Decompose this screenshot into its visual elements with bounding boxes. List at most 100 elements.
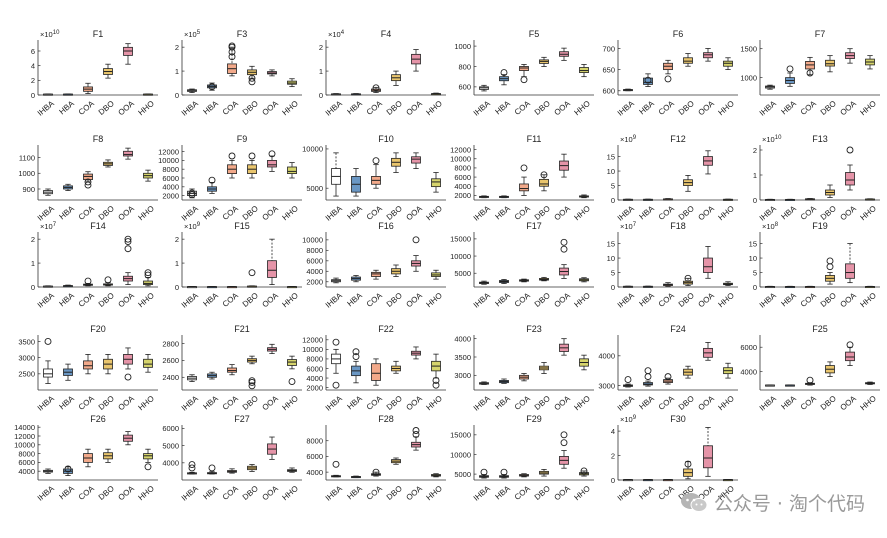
panel-title: F28 bbox=[378, 414, 394, 424]
x-tick-label: DBO bbox=[385, 99, 404, 117]
box-hba bbox=[207, 82, 217, 91]
outlier-point bbox=[124, 373, 132, 381]
x-tick-label: HBA bbox=[57, 99, 76, 117]
panel-f28: F28 4000 6000 8000 IHBA HBA COA DBO OOA HHO bbox=[306, 414, 446, 503]
x-tick-label: HBA bbox=[201, 484, 220, 502]
box-dbo bbox=[391, 457, 401, 465]
y-tick-label: 8000 bbox=[306, 246, 323, 255]
box-dbo bbox=[247, 152, 257, 179]
watermark-text: 公众号 · 淘个代码 bbox=[713, 493, 865, 515]
x-tick-label: IHBA bbox=[472, 204, 493, 223]
iqr-box bbox=[825, 59, 835, 67]
box-hho bbox=[287, 286, 297, 289]
outlier-point bbox=[372, 468, 380, 476]
y-tick-label: 2 bbox=[175, 235, 179, 244]
box-hho bbox=[865, 55, 875, 70]
axis-exponent: ×109 bbox=[620, 135, 637, 144]
x-tick-label: HBA bbox=[57, 484, 76, 502]
box-coa bbox=[371, 269, 381, 280]
box-ihba bbox=[43, 93, 53, 96]
box-ihba bbox=[43, 468, 53, 474]
panel-title: F12 bbox=[670, 134, 686, 144]
box-dbo bbox=[539, 56, 549, 67]
box-coa bbox=[663, 478, 673, 482]
x-tick-label: DBO bbox=[819, 99, 838, 117]
panel-f21: F21 2400 2600 2800 IHBA HBA COA DBO OOA HHO bbox=[162, 324, 302, 413]
y-tick-label: 10 bbox=[607, 254, 615, 263]
box-ihba bbox=[479, 84, 489, 92]
box-coa bbox=[519, 278, 529, 283]
y-tick-label: 0 bbox=[611, 283, 615, 292]
box-hba bbox=[351, 93, 361, 96]
panel-f12: F12 ×109 0 5 10 15 IHBA HBA COA DBO OOA HHO bbox=[607, 134, 738, 223]
outlier-point bbox=[664, 75, 672, 83]
x-tick-label: HBA bbox=[637, 394, 656, 412]
box-hba bbox=[63, 183, 73, 191]
box-coa bbox=[519, 64, 529, 84]
box-ihba bbox=[765, 285, 775, 289]
panel-title: F16 bbox=[378, 221, 394, 231]
x-tick-label: HBA bbox=[493, 204, 512, 222]
y-tick-label: 3500 bbox=[454, 353, 471, 362]
outlier-point bbox=[372, 84, 380, 92]
box-hho bbox=[723, 198, 733, 201]
outlier-point bbox=[104, 276, 112, 284]
panel-f17: F17 5000 10000 15000 IHBA HBA COA DBO OOA HHO bbox=[450, 221, 594, 310]
x-tick-label: OOA bbox=[116, 99, 136, 118]
x-tick-label: COA bbox=[221, 291, 241, 309]
x-tick-label: OOA bbox=[838, 204, 858, 223]
outlier-point bbox=[228, 53, 236, 61]
y-tick-label: 2 bbox=[175, 43, 179, 52]
panel-f27: F27 4000 5000 6000 IHBA HBA COA DBO OOA HHO bbox=[162, 414, 302, 503]
box-hho bbox=[579, 354, 589, 371]
panel-f15: F15 ×109 0 1 2 IHBA HBA COA DBO OOA HHO bbox=[175, 221, 302, 310]
box-hba bbox=[207, 286, 217, 289]
y-tick-label: 5 bbox=[753, 268, 757, 277]
y-tick-label: 10 bbox=[607, 167, 615, 176]
y-tick-label: 10000 bbox=[450, 450, 471, 459]
y-tick-label: 2 bbox=[31, 235, 35, 244]
box-dbo bbox=[683, 460, 693, 480]
y-tick-label: 700 bbox=[602, 44, 615, 53]
box-coa bbox=[83, 277, 93, 287]
y-tick-label: 10000 bbox=[302, 236, 323, 245]
x-tick-label: DBO bbox=[97, 291, 116, 309]
outlier-point bbox=[332, 460, 340, 468]
x-tick-label: DBO bbox=[533, 394, 552, 412]
panel-title: F9 bbox=[237, 134, 248, 144]
axis-exponent: ×1010 bbox=[40, 30, 60, 39]
outlier-point bbox=[624, 376, 632, 384]
panel-title: F19 bbox=[812, 221, 828, 231]
panel-title: F11 bbox=[527, 134, 542, 144]
panel-f24: F24 3000 4000 IHBA HBA COA DBO OOA HHO bbox=[598, 324, 738, 413]
box-hba bbox=[499, 195, 509, 199]
x-tick-label: IHBA bbox=[180, 204, 201, 223]
x-tick-label: OOA bbox=[404, 204, 424, 223]
panel-title: F23 bbox=[526, 324, 542, 334]
x-tick-label: DBO bbox=[533, 99, 552, 117]
outlier-point bbox=[352, 348, 360, 356]
box-ooa bbox=[703, 150, 713, 175]
y-tick-label: 4000 bbox=[306, 374, 323, 383]
y-tick-label: 10000 bbox=[158, 156, 179, 165]
x-tick-label: COA bbox=[513, 484, 533, 502]
box-hba bbox=[499, 69, 509, 86]
x-tick-label: HBA bbox=[779, 204, 798, 222]
x-tick-label: HBA bbox=[201, 204, 220, 222]
outlier-point bbox=[248, 377, 256, 385]
outlier-point bbox=[684, 460, 692, 468]
box-ooa bbox=[411, 49, 421, 72]
outlier-point bbox=[520, 164, 528, 172]
box-dbo bbox=[391, 70, 401, 86]
box-ihba bbox=[479, 280, 489, 285]
y-tick-label: 14000 bbox=[14, 423, 35, 432]
x-tick-label: COA bbox=[365, 484, 385, 502]
x-tick-label: HBA bbox=[57, 394, 76, 412]
x-tick-label: HHO bbox=[280, 99, 299, 117]
y-tick-label: 4000 bbox=[162, 459, 179, 468]
outlier-point bbox=[248, 152, 256, 160]
outlier-point bbox=[124, 235, 132, 243]
y-tick-label: 15000 bbox=[450, 431, 471, 440]
x-tick-label: DBO bbox=[677, 291, 696, 309]
x-tick-label: COA bbox=[221, 99, 241, 117]
